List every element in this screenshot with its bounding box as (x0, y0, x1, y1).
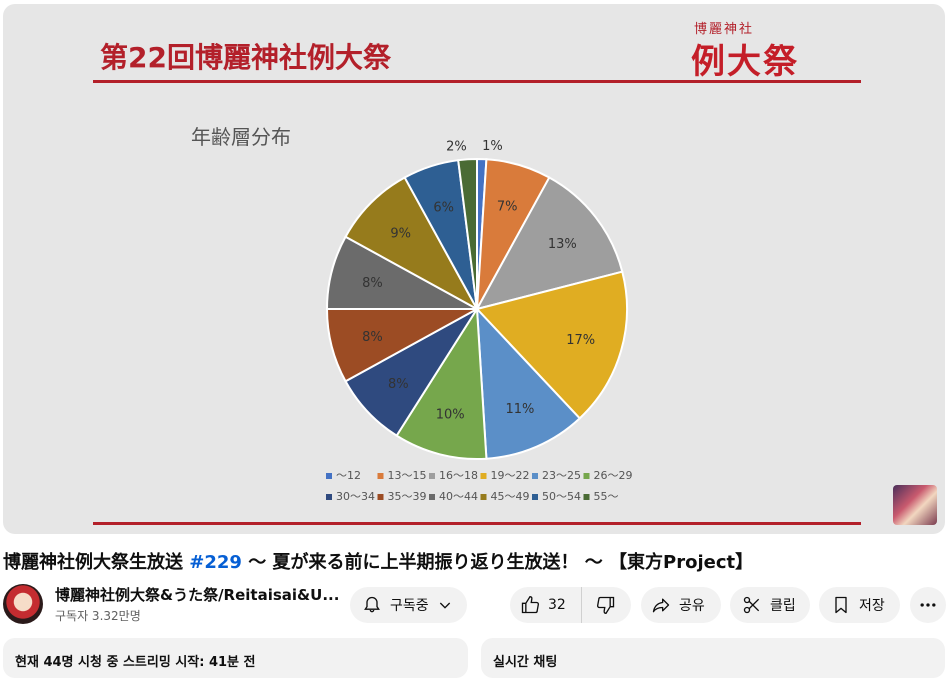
legend-swatch-9 (429, 494, 435, 500)
legend-label-7: 30～34 (336, 490, 375, 503)
save-label: 저장 (859, 598, 885, 614)
thumbs-down-icon (597, 596, 615, 615)
subscribe-button[interactable]: 구독중 (350, 587, 467, 623)
scissors-icon (743, 596, 760, 614)
legend-label-3: 16～18 (439, 469, 478, 482)
legend-swatch-3 (429, 473, 435, 479)
header-rule (93, 80, 861, 83)
logo: 例大祭 (691, 42, 799, 82)
stream-info: 현재 44명 시청 중 스트리밍 시작: 41분 전 (15, 655, 256, 670)
logo-subtitle: 博麗神社 (694, 22, 755, 37)
more-button[interactable] (910, 587, 946, 623)
legend-label-10: 45～49 (491, 490, 530, 503)
legend-label-9: 40～44 (439, 490, 478, 503)
pie-slice-4 (475, 270, 628, 420)
dislike-button[interactable] (582, 587, 630, 623)
more-horizontal-icon (920, 603, 936, 607)
pie-slice-10 (344, 176, 480, 312)
bookmark-icon (835, 596, 847, 614)
pie-slice-5 (475, 306, 582, 460)
share-icon (652, 598, 670, 613)
legend-swatch-2 (377, 473, 384, 479)
like-count: 32 (548, 597, 566, 613)
title-prefix: 博麗神社例大祭生放送 (3, 552, 183, 573)
legend-label-4: 19～22 (491, 469, 530, 482)
slice-label-1: 1% (482, 139, 503, 154)
legend-swatch-6 (583, 473, 590, 479)
legend-label-1: ～12 (336, 469, 361, 482)
slice-label-4: 17% (566, 333, 595, 348)
slide-title: 第22回博麗神社例大祭 (100, 41, 391, 74)
video-player[interactable]: 第22回博麗神社例大祭 博麗神社 例大祭 年齢層分布 1% 7% 13% 17% 11%… (3, 4, 945, 534)
live-chat-panel[interactable]: 실시간 채팅 (481, 638, 945, 678)
chevron-down-icon (439, 602, 450, 609)
legend-swatch-7 (326, 494, 332, 500)
legend-label-11: 50～54 (542, 490, 581, 503)
legend-swatch-1 (326, 473, 332, 479)
thumbs-up-icon (521, 595, 539, 614)
clip-button[interactable]: 클립 (730, 587, 810, 623)
legend-swatch-11 (532, 494, 538, 500)
legend-swatch-10 (480, 494, 487, 500)
slice-label-8: 8% (362, 330, 383, 345)
hashtag-link[interactable]: #229 (189, 552, 242, 573)
description-box[interactable]: 현재 44명 시청 중 스트리밍 시작: 41분 전 (3, 638, 468, 678)
save-button[interactable]: 저장 (819, 587, 900, 623)
share-label: 공유 (679, 598, 705, 614)
share-button[interactable]: 공유 (641, 587, 721, 623)
legend-swatch-8 (377, 494, 384, 500)
like-dislike-group: 32 (510, 587, 631, 623)
slice-label-5: 11% (505, 402, 534, 417)
channel-name[interactable]: 博麗神社例大祭&うた祭/Reitaisai&U... (55, 586, 340, 604)
legend-label-6: 26～29 (594, 469, 633, 482)
legend-label-8: 35～39 (388, 490, 427, 503)
slice-label-11: 6% (433, 200, 454, 215)
slice-label-6: 10% (436, 408, 465, 423)
legend-swatch-5 (532, 473, 538, 479)
slice-label-9: 8% (362, 276, 383, 291)
pie-slice-6 (395, 305, 488, 460)
pie-chart: 年齢層分布 1% 7% 13% 17% 11% 10% 8% 8% 8% 9% 6% 2% ～12 13… (191, 125, 633, 503)
subscribe-label: 구독중 (390, 598, 429, 614)
video-title: 博麗神社例大祭生放送 #229 ～ 夏が来る前に上半期振り返り生放送！ ～ 【東… (3, 548, 753, 574)
slice-label-2: 7% (497, 199, 518, 214)
slice-label-3: 13% (548, 237, 577, 252)
subscriber-count: 구독자 3.32만명 (55, 609, 141, 623)
legend-swatch-4 (480, 473, 487, 479)
chart-title: 年齢層分布 (191, 125, 291, 149)
legend-label-5: 23～25 (542, 469, 581, 482)
legend-label-12: 55～ (594, 490, 619, 503)
pie-slice-12 (457, 157, 478, 310)
slice-label-10: 9% (390, 227, 411, 242)
like-button[interactable]: 32 (510, 587, 582, 623)
footer-rule (93, 522, 861, 525)
legend-swatch-12 (583, 494, 590, 500)
legend-label-2: 13～15 (388, 469, 427, 482)
channel-watermark (893, 485, 937, 525)
clip-label: 클립 (770, 598, 796, 614)
pie-slice-3 (475, 176, 624, 311)
bell-icon (364, 596, 380, 613)
avatar[interactable] (3, 584, 43, 624)
live-chat-title: 실시간 채팅 (493, 655, 558, 670)
slice-label-12: 2% (446, 139, 467, 154)
title-suffix: ～ 夏が来る前に上半期振り返り生放送！ ～ 【東方Project】 (248, 552, 754, 573)
slice-label-7: 8% (388, 377, 409, 392)
